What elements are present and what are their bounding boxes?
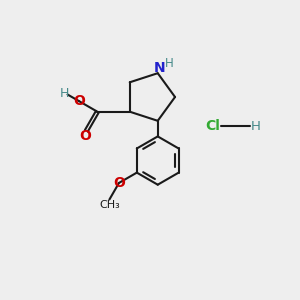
Text: CH₃: CH₃ (99, 200, 120, 210)
Text: H: H (164, 57, 173, 70)
Text: N: N (153, 61, 165, 75)
Text: H: H (251, 120, 261, 133)
Text: O: O (73, 94, 85, 108)
Text: H: H (60, 86, 69, 100)
Text: Cl: Cl (205, 119, 220, 134)
Text: O: O (113, 176, 125, 190)
Text: O: O (79, 129, 91, 143)
